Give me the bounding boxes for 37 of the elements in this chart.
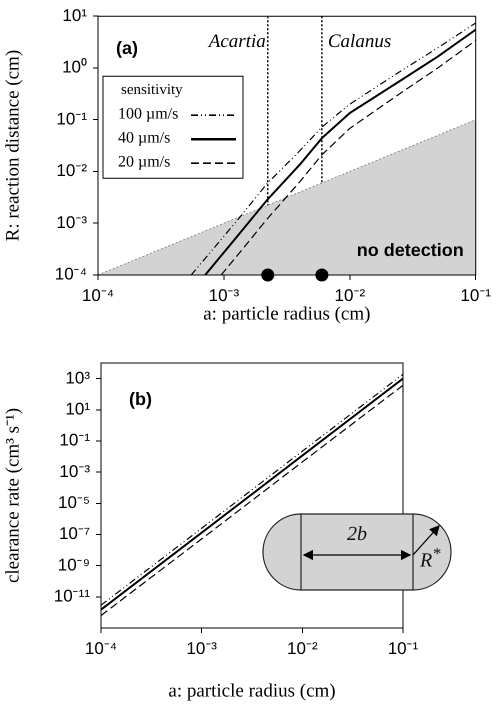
y-tick-label: 10¹ [62, 6, 88, 25]
x-axis-title: a: particle radius (cm) [203, 304, 370, 325]
y-tick-label: 10⁻⁵ [58, 492, 90, 512]
x-tick-label: 10⁻³ [208, 286, 240, 305]
y-tick-label: 10⁻¹ [56, 109, 88, 128]
x-tick-label: 10⁻⁴ [84, 638, 118, 658]
annotation: 2b [347, 523, 367, 545]
y-tick-label: 10⁻² [56, 161, 88, 180]
y-tick-label: 10⁻⁹ [58, 555, 90, 574]
ref-line-label: Calanus [328, 31, 392, 52]
text: R$^{*}$ [420, 544, 441, 572]
x-tick-label: 10⁻² [287, 638, 318, 658]
annotation: no detection [356, 240, 464, 260]
y-axis-title: R: reaction distance (cm) [2, 50, 24, 242]
y-tick-label: 10⁻⁷ [58, 524, 90, 544]
y-tick-label: 10⁻³ [59, 462, 90, 481]
x-tick-label: 10⁻¹ [388, 638, 419, 658]
x-tick-label: 10⁻¹ [460, 286, 492, 305]
y-tick-label: 10³ [65, 368, 90, 388]
annotation: (a) [116, 38, 138, 58]
y-tick-label: 10⁻¹ [59, 430, 90, 450]
y-axis-title: clearance rate (cm³ s⁻¹) [2, 408, 24, 584]
legend-label: 20 µm/s [118, 153, 170, 170]
x-tick-label: 10⁻² [334, 286, 366, 305]
legend-label: 100 µm/s [118, 105, 178, 122]
x-tick-label: 10⁻³ [186, 638, 218, 658]
y-tick-label: 10⁻³ [56, 212, 88, 232]
x-tick-label: 10⁻⁴ [82, 286, 114, 305]
annotation: (b) [129, 388, 152, 409]
legend-title: sensitivity [121, 82, 184, 98]
y-tick-label: 10¹ [65, 399, 90, 418]
y-tick-label: 10⁻⁴ [54, 264, 87, 284]
legend-label: 40 µm/s [118, 129, 170, 146]
x-axis-title: a: particle radius (cm) [168, 680, 336, 702]
y-tick-label: 10⁻¹¹ [54, 586, 90, 606]
ref-line-label: Acartia [206, 31, 266, 52]
y-tick-label: 10⁰ [62, 58, 87, 77]
